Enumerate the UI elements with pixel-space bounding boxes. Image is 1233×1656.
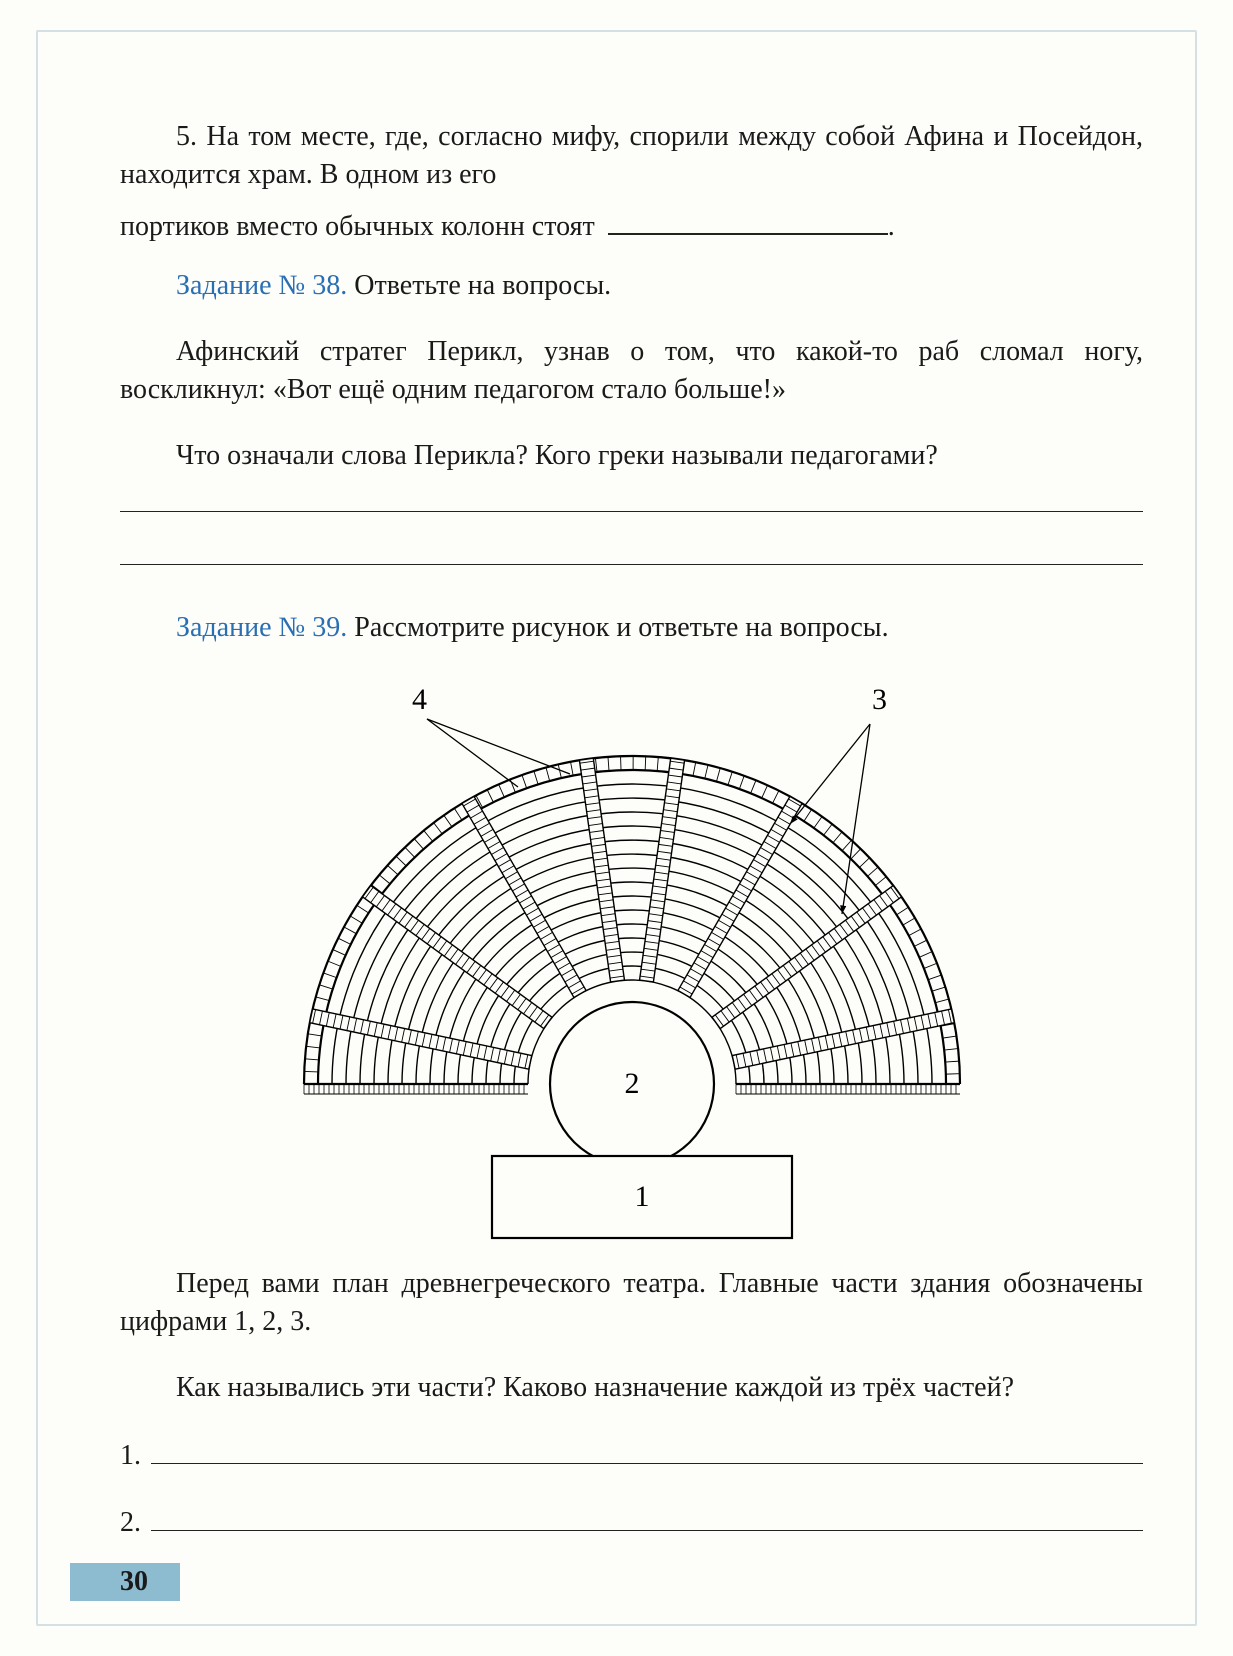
answer-num: 2. — [120, 1504, 141, 1542]
task38-body2: Что означали слова Перикла? Кого греки н… — [120, 437, 1143, 475]
answer-line-2[interactable]: 2. — [120, 1504, 1143, 1542]
task39-after1: Перед вами план древнегреческого театра.… — [120, 1265, 1143, 1341]
q5-number: 5. — [176, 121, 197, 152]
task38-answer-line[interactable] — [120, 564, 1143, 565]
task38-label: Задание № 38. — [176, 270, 347, 301]
answer-num: 1. — [120, 1437, 141, 1475]
workbook-page: 5. На том месте, где, согласно мифу, спо… — [0, 0, 1233, 1656]
q5-text-b: портиков вместо обычных колонн стоят — [120, 211, 595, 242]
task38-body1: Афинский стратег Перикл, узнав о том, чт… — [120, 333, 1143, 409]
task38-answer-line[interactable] — [120, 511, 1143, 512]
task39-after2: Как назывались эти части? Каково назначе… — [120, 1369, 1143, 1407]
theatre-diagram: 2 1 4 3 — [120, 664, 1143, 1255]
answer-line-1[interactable]: 1. — [120, 1437, 1143, 1475]
page-footer: 30 — [70, 1563, 148, 1601]
task38-title: Ответьте на вопросы. — [354, 270, 611, 301]
q5-line1: 5. На том месте, где, согласно мифу, спо… — [120, 118, 1143, 194]
q5-text-a: На том месте, где, согласно мифу, спорил… — [120, 121, 1143, 190]
theatre-plan-svg: 2 1 4 3 — [222, 664, 1042, 1244]
answer-rule[interactable] — [151, 1463, 1143, 1464]
task39-label: Задание № 39. — [176, 612, 347, 643]
svg-text:1: 1 — [634, 1180, 649, 1213]
page-number: 30 — [120, 1563, 148, 1601]
task38-head: Задание № 38. Ответьте на вопросы. — [120, 267, 1143, 305]
q5-line2: портиков вместо обычных колонн стоят . — [120, 208, 1143, 246]
svg-text:2: 2 — [624, 1067, 639, 1100]
task39-head: Задание № 39. Рассмотрите рисунок и отве… — [120, 609, 1143, 647]
answer-rule[interactable] — [151, 1530, 1143, 1531]
svg-text:3: 3 — [872, 683, 887, 716]
q5-blank[interactable] — [608, 233, 888, 235]
task39-title: Рассмотрите рисунок и ответьте на во­про… — [354, 612, 888, 643]
svg-text:4: 4 — [412, 683, 427, 716]
